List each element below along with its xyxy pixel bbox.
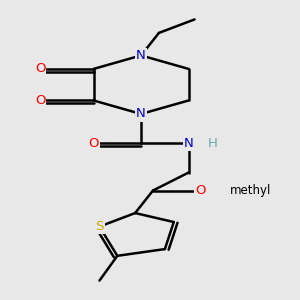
Text: O: O <box>195 184 206 197</box>
Text: methyl: methyl <box>230 184 272 197</box>
Text: O: O <box>88 137 99 150</box>
Text: N: N <box>136 49 146 62</box>
Text: H: H <box>208 137 218 150</box>
Text: S: S <box>95 220 104 233</box>
Text: Cl: Cl <box>0 299 1 300</box>
Text: O: O <box>35 94 45 107</box>
Text: O: O <box>35 62 45 75</box>
Text: N: N <box>184 137 194 150</box>
Text: N: N <box>136 107 146 121</box>
Text: methyl: methyl <box>230 184 272 197</box>
